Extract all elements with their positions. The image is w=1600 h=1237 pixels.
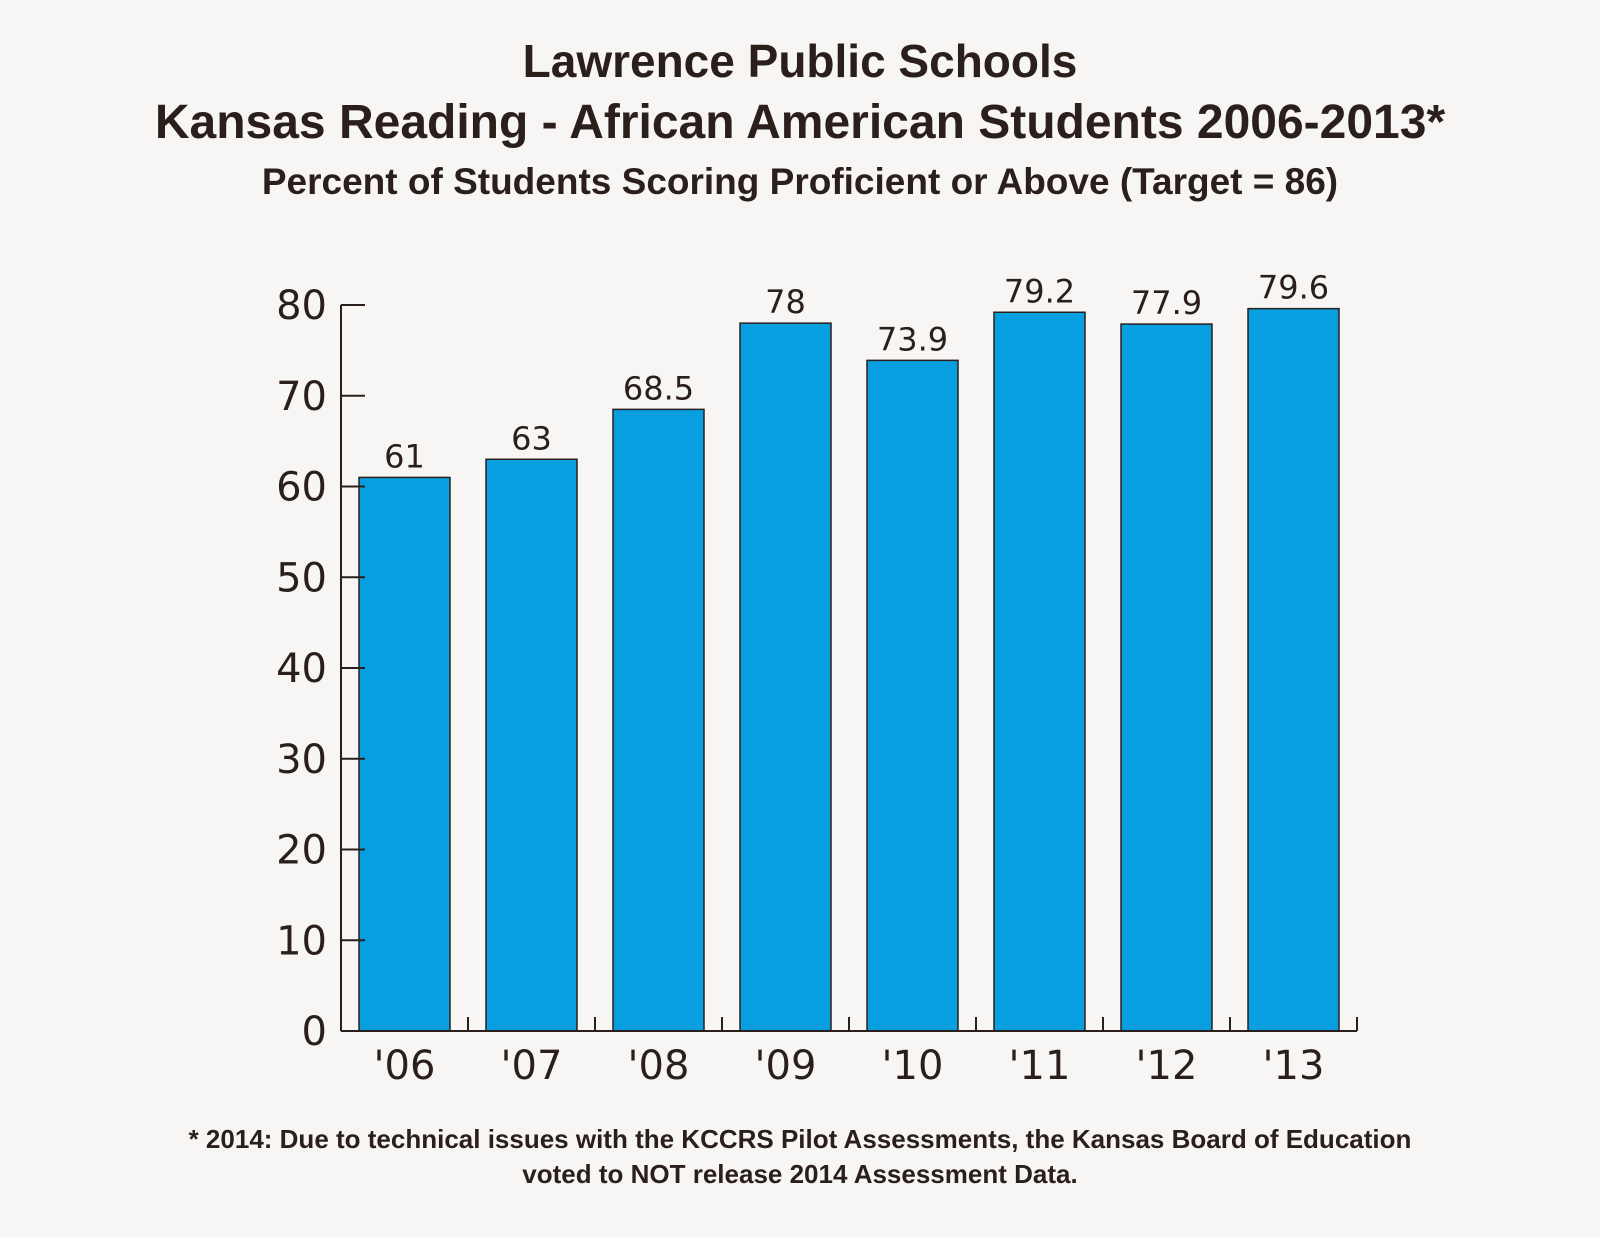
y-tick-label-2: 20	[276, 828, 327, 874]
x-tick-label-7: '13	[1263, 1043, 1325, 1089]
x-tick-label-1: '07	[501, 1043, 563, 1089]
chart-subtitle: Kansas Reading - African American Studen…	[154, 96, 1446, 149]
bar-0	[358, 476, 451, 1032]
chart-title: Lawrence Public Schools	[522, 35, 1078, 87]
data-label-6: 77.9	[1131, 284, 1202, 322]
y-tick-label-4: 40	[276, 646, 327, 692]
x-tick-label-5: '11	[1009, 1043, 1071, 1089]
data-label-4: 73.9	[877, 320, 948, 358]
x-tick-label-4: '10	[882, 1043, 944, 1089]
chart-subtitle-secondary: Percent of Students Scoring Proficient o…	[261, 161, 1339, 202]
data-label-2: 68.5	[623, 369, 694, 407]
data-label-7: 79.6	[1258, 269, 1329, 307]
x-tick-label-6: '12	[1136, 1043, 1198, 1089]
y-tick-label-3: 30	[276, 737, 327, 783]
data-label-0: 61	[384, 437, 425, 475]
x-tick-label-3: '09	[755, 1043, 817, 1089]
chart-titles: Lawrence Public Schools Kansas Reading -…	[0, 30, 1600, 210]
data-label-1: 63	[511, 419, 552, 457]
footnote-line-1: * 2014: Due to technical issues with the…	[188, 1124, 1412, 1154]
bar-4	[866, 359, 959, 1032]
footnote-line-2: voted to NOT release 2014 Assessment Dat…	[522, 1159, 1078, 1189]
bar-6	[1120, 323, 1213, 1032]
y-tick-label-7: 70	[276, 374, 327, 420]
y-tick-label-1: 10	[276, 918, 327, 964]
bar-3	[739, 322, 832, 1032]
data-label-5: 79.2	[1004, 272, 1075, 310]
footnote: * 2014: Due to technical issues with the…	[0, 1122, 1600, 1192]
y-tick-label-5: 50	[276, 555, 327, 601]
x-tick-label-0: '06	[374, 1043, 436, 1089]
bar-7	[1247, 307, 1340, 1032]
y-tick-label-0: 0	[302, 1009, 327, 1055]
x-tick-label-2: '08	[628, 1043, 690, 1089]
y-tick-label-8: 80	[276, 283, 327, 329]
bar-1	[485, 458, 578, 1032]
data-label-3: 78	[765, 283, 806, 321]
y-tick-label-6: 60	[276, 465, 327, 511]
bar-5	[993, 311, 1086, 1032]
bar-2	[612, 408, 705, 1032]
